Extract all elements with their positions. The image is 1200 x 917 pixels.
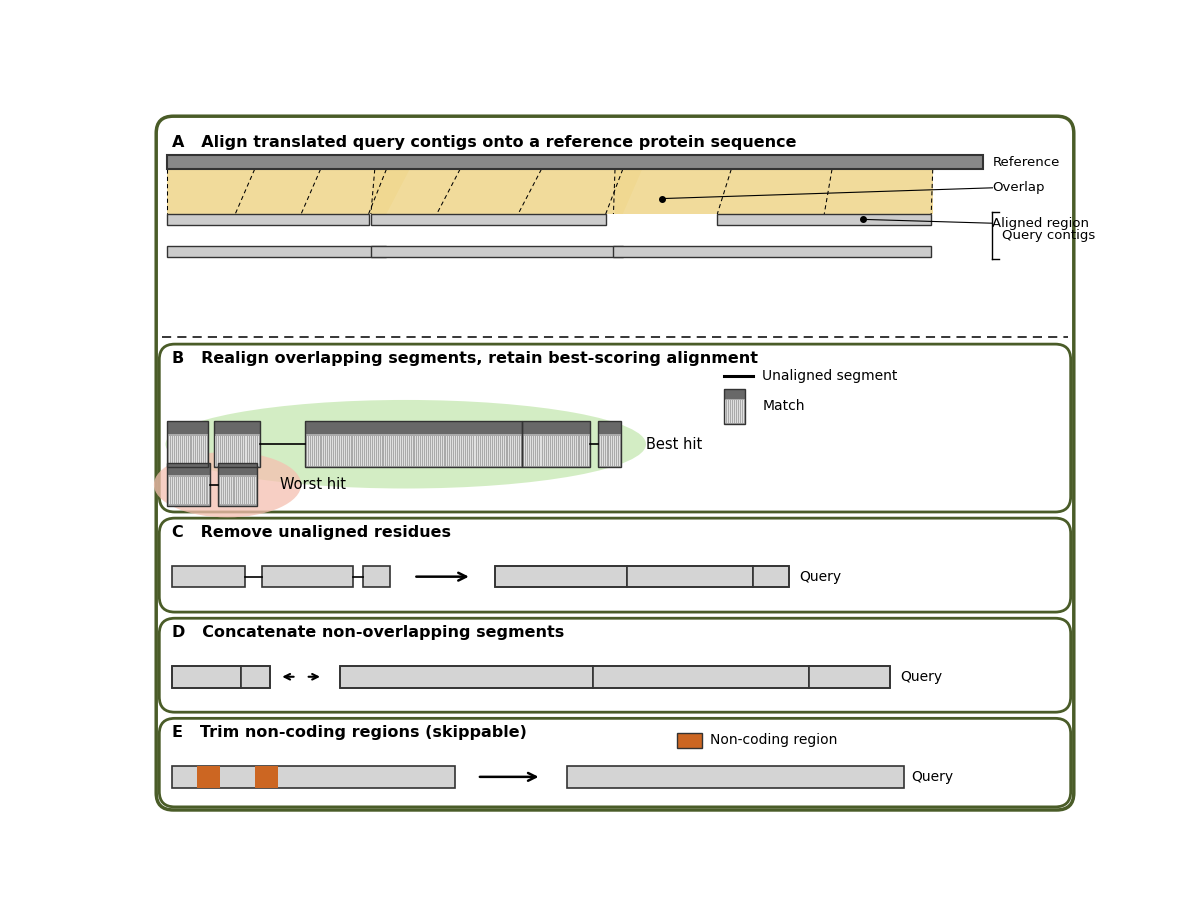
Bar: [305, 434, 522, 468]
Bar: [218, 475, 257, 506]
Bar: [613, 247, 931, 257]
Text: D   Concatenate non-overlapping segments: D Concatenate non-overlapping segments: [172, 625, 564, 640]
Bar: [371, 247, 623, 257]
Text: Overlap: Overlap: [992, 182, 1045, 194]
Bar: [598, 421, 622, 468]
Bar: [724, 389, 745, 399]
Bar: [167, 463, 210, 475]
Bar: [172, 666, 270, 688]
Bar: [167, 214, 368, 225]
Polygon shape: [616, 170, 932, 214]
Text: E   Trim non-coding regions (skippable): E Trim non-coding regions (skippable): [172, 725, 527, 740]
FancyBboxPatch shape: [160, 618, 1070, 713]
Bar: [214, 421, 260, 434]
Text: Query contigs: Query contigs: [1002, 229, 1094, 242]
Bar: [494, 566, 790, 588]
Bar: [305, 421, 522, 468]
Text: Unaligned segment: Unaligned segment: [762, 370, 898, 383]
Bar: [167, 421, 208, 468]
Text: A   Align translated query contigs onto a reference protein sequence: A Align translated query contigs onto a …: [172, 136, 797, 150]
FancyBboxPatch shape: [160, 344, 1070, 512]
Ellipse shape: [154, 452, 301, 517]
Bar: [167, 434, 208, 468]
Bar: [214, 421, 260, 468]
Bar: [371, 214, 606, 225]
Text: Query: Query: [799, 569, 841, 583]
Text: Best hit: Best hit: [646, 436, 702, 452]
Bar: [364, 566, 390, 588]
Bar: [172, 666, 241, 688]
Bar: [263, 566, 353, 588]
Bar: [626, 566, 752, 588]
Bar: [172, 566, 245, 588]
FancyBboxPatch shape: [160, 518, 1070, 612]
Bar: [598, 421, 622, 434]
Text: B   Realign overlapping segments, retain best-scoring alignment: B Realign overlapping segments, retain b…: [172, 351, 757, 366]
Bar: [340, 666, 890, 688]
Text: Aligned region: Aligned region: [992, 216, 1090, 230]
Bar: [724, 399, 745, 424]
Bar: [172, 766, 455, 788]
Bar: [809, 666, 890, 688]
FancyBboxPatch shape: [156, 116, 1074, 810]
Bar: [167, 156, 983, 170]
Bar: [218, 463, 257, 475]
Text: Worst hit: Worst hit: [281, 477, 347, 492]
Text: Query: Query: [900, 669, 942, 684]
Bar: [167, 463, 210, 506]
Text: Non-coding region: Non-coding region: [709, 734, 836, 747]
Bar: [305, 421, 522, 434]
Bar: [593, 666, 809, 688]
Bar: [718, 214, 931, 225]
Bar: [566, 766, 904, 788]
Bar: [340, 666, 593, 688]
Polygon shape: [371, 170, 642, 214]
Text: Reference: Reference: [992, 156, 1060, 169]
Bar: [752, 566, 790, 588]
Text: Match: Match: [762, 400, 805, 414]
Bar: [598, 434, 622, 468]
Ellipse shape: [166, 400, 646, 489]
Bar: [167, 421, 208, 434]
Bar: [494, 566, 626, 588]
Bar: [522, 434, 590, 468]
Bar: [724, 389, 745, 424]
Bar: [214, 434, 260, 468]
FancyBboxPatch shape: [160, 718, 1070, 807]
Bar: [197, 766, 220, 788]
Bar: [522, 421, 590, 468]
Text: Query: Query: [911, 770, 953, 784]
Polygon shape: [167, 170, 409, 214]
Bar: [241, 666, 270, 688]
Bar: [677, 733, 702, 747]
Bar: [254, 766, 278, 788]
Bar: [167, 475, 210, 506]
Text: C   Remove unaligned residues: C Remove unaligned residues: [172, 525, 451, 540]
Bar: [218, 463, 257, 506]
Bar: [167, 247, 386, 257]
Bar: [522, 421, 590, 434]
